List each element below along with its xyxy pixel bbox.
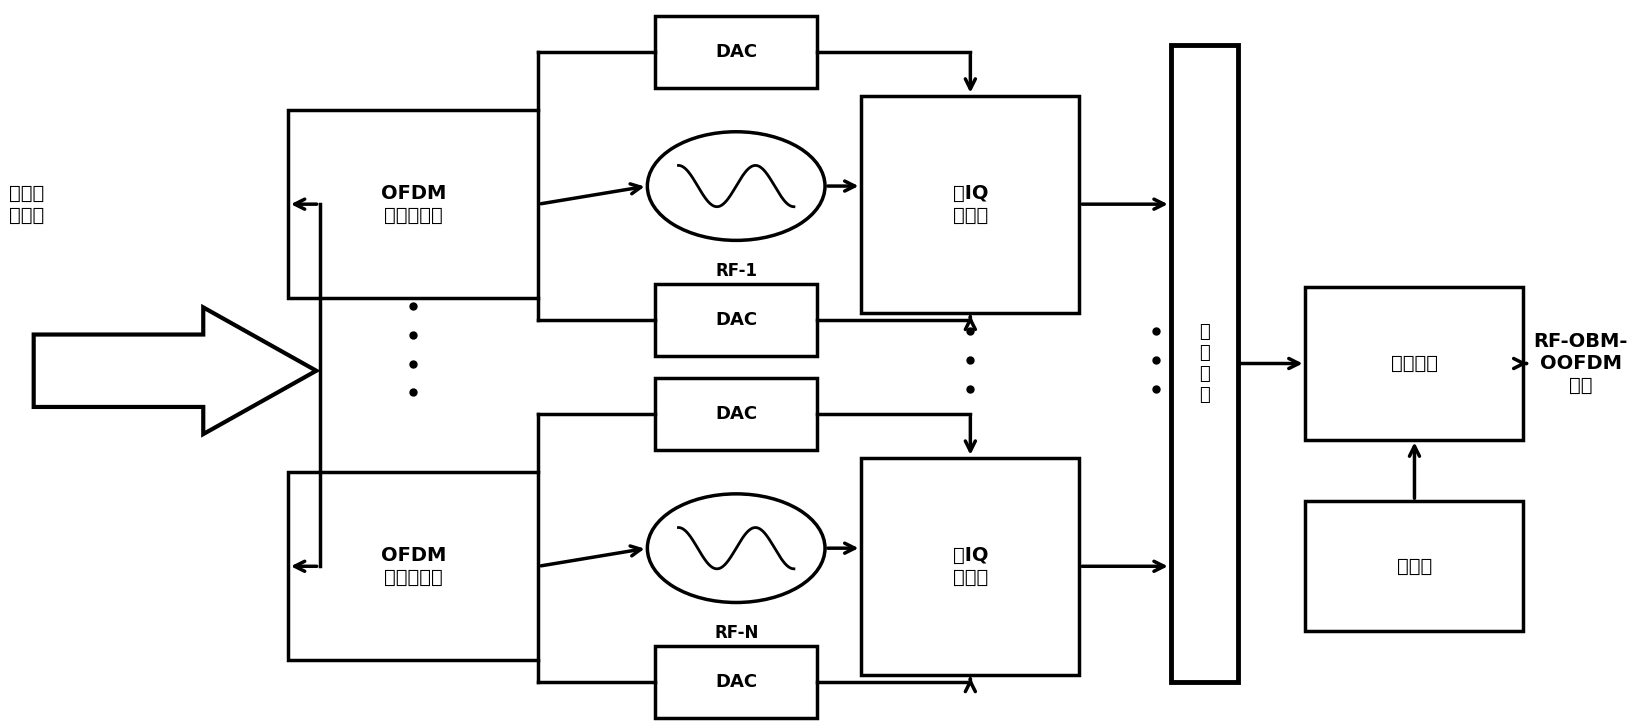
Text: DAC: DAC xyxy=(715,311,758,329)
Bar xyxy=(655,16,817,88)
Text: 电IQ
调制器: 电IQ 调制器 xyxy=(953,184,989,225)
Bar xyxy=(1170,45,1239,682)
Bar xyxy=(1305,501,1524,632)
Ellipse shape xyxy=(647,494,825,603)
Text: DAC: DAC xyxy=(715,673,758,691)
Text: RF-1: RF-1 xyxy=(715,262,758,280)
Text: DAC: DAC xyxy=(715,43,758,61)
Text: OFDM
基带发射机: OFDM 基带发射机 xyxy=(380,546,445,587)
Bar xyxy=(655,378,817,451)
Bar xyxy=(1305,287,1524,440)
Text: 光调制器: 光调制器 xyxy=(1391,354,1437,373)
Text: 电
复
用
器: 电 复 用 器 xyxy=(1200,324,1210,403)
Ellipse shape xyxy=(647,132,825,241)
Bar xyxy=(655,284,817,356)
Bar xyxy=(288,110,539,298)
Text: 太比特
数据流: 太比特 数据流 xyxy=(10,184,44,225)
Bar xyxy=(655,646,817,718)
Text: 电IQ
调制器: 电IQ 调制器 xyxy=(953,546,989,587)
Polygon shape xyxy=(34,308,316,434)
Bar xyxy=(861,95,1079,313)
Text: RF-OBM-
OOFDM
信号: RF-OBM- OOFDM 信号 xyxy=(1534,332,1627,395)
Text: OFDM
基带发射机: OFDM 基带发射机 xyxy=(380,184,445,225)
Text: RF-N: RF-N xyxy=(714,624,758,642)
Text: DAC: DAC xyxy=(715,405,758,423)
Bar xyxy=(288,472,539,660)
Text: 激光器: 激光器 xyxy=(1396,557,1432,576)
Bar xyxy=(861,458,1079,675)
